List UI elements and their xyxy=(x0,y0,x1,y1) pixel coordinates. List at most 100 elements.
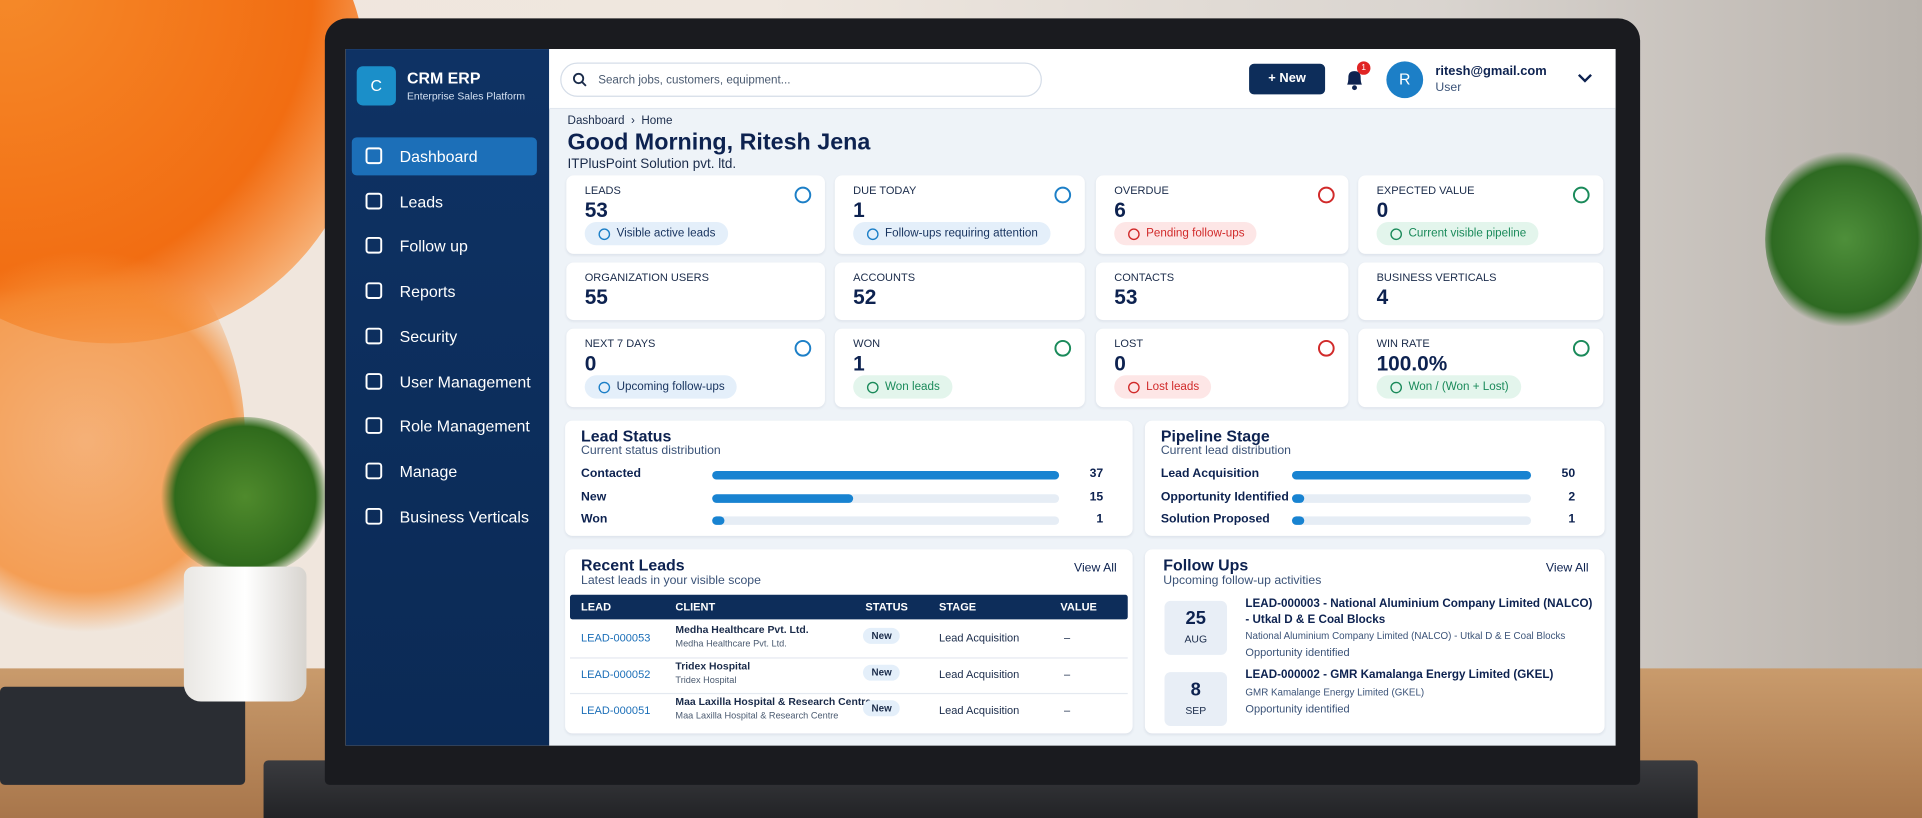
icon xyxy=(1128,228,1140,241)
stat-value: 4 xyxy=(1376,285,1389,310)
stat-card: EXPECTED VALUE 0 Current visible pipeline xyxy=(1358,175,1604,254)
icon xyxy=(365,327,383,345)
nav-item[interactable]: Security xyxy=(352,317,537,355)
followup-title[interactable]: LEAD-000002 - GMR Kamalanga Energy Limit… xyxy=(1245,668,1554,682)
nav-item[interactable]: Dashboard xyxy=(351,137,537,176)
icon xyxy=(1054,339,1072,357)
nav-label: Security xyxy=(399,327,458,346)
stat-label: WON xyxy=(853,337,881,350)
nav-item[interactable]: Follow up xyxy=(352,227,537,265)
stage: Lead Acquisition xyxy=(938,667,1020,681)
nav-item[interactable]: Manage xyxy=(352,452,537,490)
bar xyxy=(1291,493,1305,503)
stat-label: ORGANIZATION USERS xyxy=(584,271,709,284)
panel-title: Follow Ups xyxy=(1163,555,1249,574)
stat-value: 100.0% xyxy=(1376,351,1448,376)
stat-value: 0 xyxy=(1376,198,1389,222)
stat-badge: Upcoming follow-ups xyxy=(584,375,737,399)
icon xyxy=(1572,339,1590,357)
nav-label: User Management xyxy=(399,372,531,391)
stat-value: 53 xyxy=(1114,285,1138,310)
panel: Pipeline Stage Current lead distribution L… xyxy=(1144,420,1605,536)
icon xyxy=(1054,186,1072,204)
stat-card: WON 1 Won leads xyxy=(834,328,1085,408)
screen: C CRM ERP Enterprise Sales Platform Dash… xyxy=(345,49,1616,746)
organization: ITPlusPoint Solution pvt. ltd. xyxy=(567,156,737,172)
decor xyxy=(0,686,246,785)
status-pill: New xyxy=(862,700,901,717)
icon xyxy=(1317,339,1335,357)
stat-badge: Won leads xyxy=(853,375,953,399)
nav-item[interactable]: Role Management xyxy=(352,407,537,445)
avatar[interactable]: R xyxy=(1386,61,1424,99)
client: Maa Laxilla Hospital & Research Centre xyxy=(675,695,872,708)
row-label: Won xyxy=(581,512,608,527)
nav-label: Leads xyxy=(399,192,444,211)
bar-track xyxy=(1291,470,1532,480)
row-value: 15 xyxy=(1089,489,1104,504)
icon xyxy=(365,282,383,300)
icon xyxy=(598,381,611,394)
stat-card: BUSINESS VERTICALS 4 xyxy=(1358,262,1604,321)
notification-count: 1 xyxy=(1356,61,1371,75)
lead-id[interactable]: LEAD-000051 xyxy=(581,703,651,717)
decor xyxy=(159,416,331,577)
stat-value: 52 xyxy=(853,285,877,310)
panel-subtitle: Current status distribution xyxy=(581,443,721,458)
icon xyxy=(365,192,383,210)
plus-icon: + xyxy=(1268,71,1280,86)
lead-id[interactable]: LEAD-000053 xyxy=(581,631,651,644)
stat-card: DUE TODAY 1 Follow-ups requiring attention xyxy=(834,175,1085,254)
row-value: 37 xyxy=(1089,467,1104,481)
breadcrumb-item[interactable]: Dashboard xyxy=(567,114,625,128)
bar xyxy=(712,493,853,503)
search-box[interactable]: Search jobs, customers, equipment... xyxy=(560,62,1042,97)
value: – xyxy=(1063,703,1071,717)
panel-title: Lead Status xyxy=(581,426,672,446)
icon xyxy=(365,237,383,255)
view-all[interactable]: View All xyxy=(1545,561,1589,576)
followup-note: Opportunity identified xyxy=(1245,646,1350,659)
row-label: New xyxy=(581,489,607,504)
nav-label: Follow up xyxy=(399,237,468,256)
decor xyxy=(183,566,307,702)
icon xyxy=(365,372,383,390)
followup-title[interactable]: LEAD-000003 - National Aluminium Company… xyxy=(1245,597,1593,627)
table-header xyxy=(569,594,1128,620)
breadcrumb: Dashboard › Home xyxy=(568,114,673,127)
nav-item[interactable]: Business Verticals xyxy=(352,497,537,535)
nav-item[interactable]: Leads xyxy=(352,182,537,220)
stat-label: OVERDUE xyxy=(1114,183,1169,197)
stage: Lead Acquisition xyxy=(938,631,1020,644)
brand-icon: C xyxy=(356,66,396,106)
bar xyxy=(712,470,1060,480)
month: AUG xyxy=(1184,632,1208,646)
bar xyxy=(712,516,725,525)
bell-icon[interactable] xyxy=(1343,67,1365,92)
row-label: Opportunity Identified xyxy=(1160,489,1289,504)
bar xyxy=(1291,516,1305,525)
client-sub: Tridex Hospital xyxy=(675,673,737,685)
stat-value: 1 xyxy=(853,198,865,222)
stat-value: 6 xyxy=(1114,198,1126,222)
stat-card: LOST 0 Lost leads xyxy=(1095,328,1349,408)
nav-item[interactable]: User Management xyxy=(352,362,537,400)
new-button[interactable]: + New xyxy=(1249,63,1326,95)
lead-id[interactable]: LEAD-000052 xyxy=(581,667,651,681)
stat-label: LEADS xyxy=(584,183,621,197)
view-all[interactable]: View All xyxy=(1073,561,1117,576)
row-divider xyxy=(569,656,1128,658)
chevron[interactable] xyxy=(1577,73,1593,84)
client: Tridex Hospital xyxy=(675,659,751,672)
nav-item[interactable]: Reports xyxy=(352,272,537,310)
icon xyxy=(866,381,879,394)
bar-track xyxy=(712,470,1060,480)
search-icon xyxy=(573,72,587,87)
status-pill: New xyxy=(862,627,901,644)
stat-value: 1 xyxy=(853,351,865,376)
nav-label: Role Management xyxy=(399,417,530,436)
sidebar: C CRM ERP Enterprise Sales Platform Dash… xyxy=(345,49,550,746)
new-label: New xyxy=(1279,71,1306,86)
value: – xyxy=(1063,631,1071,644)
